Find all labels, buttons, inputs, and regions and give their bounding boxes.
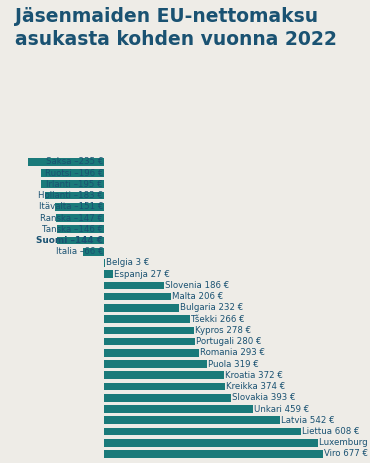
Bar <box>104 282 164 289</box>
Text: Unkari 459 €: Unkari 459 € <box>254 405 309 413</box>
Bar <box>104 259 105 267</box>
Text: Romania 293 €: Romania 293 € <box>200 348 265 357</box>
Bar <box>41 181 104 188</box>
Text: Hollanti –183 €: Hollanti –183 € <box>38 191 103 200</box>
Text: Jäsenmaiden EU-nettomaksu
asukasta kohden vuonna 2022: Jäsenmaiden EU-nettomaksu asukasta kohde… <box>15 7 337 49</box>
Bar <box>104 293 171 300</box>
Bar <box>57 214 104 222</box>
Bar <box>41 169 104 177</box>
Text: Luxemburg 660 €: Luxemburg 660 € <box>319 438 370 447</box>
Text: Malta 206 €: Malta 206 € <box>172 292 223 301</box>
Bar <box>57 225 104 233</box>
Bar <box>55 203 104 211</box>
Text: Kypros 278 €: Kypros 278 € <box>195 326 251 335</box>
Text: Saksa –235 €: Saksa –235 € <box>46 157 103 166</box>
Text: Slovakia 393 €: Slovakia 393 € <box>232 393 296 402</box>
Bar <box>104 416 280 424</box>
Bar <box>104 326 194 334</box>
Bar <box>104 371 225 379</box>
Text: Espanja 27 €: Espanja 27 € <box>114 269 170 279</box>
Bar <box>45 192 104 200</box>
Bar <box>104 428 301 435</box>
Bar <box>104 349 199 357</box>
Text: Portugali 280 €: Portugali 280 € <box>196 337 261 346</box>
Text: Italia –66 €: Italia –66 € <box>56 247 103 256</box>
Text: Tšekki 266 €: Tšekki 266 € <box>191 315 245 324</box>
Text: Ruotsi –196 €: Ruotsi –196 € <box>45 169 103 178</box>
Text: Tanska –146 €: Tanska –146 € <box>42 225 103 234</box>
Bar <box>104 405 253 413</box>
Bar <box>28 158 104 166</box>
Text: Irlanti –195 €: Irlanti –195 € <box>47 180 103 189</box>
Text: Kroatia 372 €: Kroatia 372 € <box>225 371 283 380</box>
Text: Bulgaria 232 €: Bulgaria 232 € <box>180 303 243 313</box>
Text: Ranska –147 €: Ranska –147 € <box>40 213 103 223</box>
Text: Slovenia 186 €: Slovenia 186 € <box>165 281 229 290</box>
Text: Liettua 608 €: Liettua 608 € <box>302 427 359 436</box>
Text: Suomi –144 €: Suomi –144 € <box>36 236 103 245</box>
Text: Itävalta –151 €: Itävalta –151 € <box>39 202 103 211</box>
Bar <box>104 450 323 458</box>
Bar <box>104 270 113 278</box>
Bar <box>83 248 104 256</box>
Bar <box>104 338 195 345</box>
Bar <box>104 394 231 401</box>
Bar <box>104 304 179 312</box>
Bar <box>104 439 318 446</box>
Text: Latvia 542 €: Latvia 542 € <box>280 416 334 425</box>
Text: Viro 677 €: Viro 677 € <box>324 450 368 458</box>
Text: Kreikka 374 €: Kreikka 374 € <box>226 382 285 391</box>
Text: Belgia 3 €: Belgia 3 € <box>106 258 149 268</box>
Text: Puola 319 €: Puola 319 € <box>208 360 259 369</box>
Bar <box>57 237 104 244</box>
Bar <box>104 315 190 323</box>
Bar <box>104 383 225 390</box>
Bar <box>104 360 207 368</box>
